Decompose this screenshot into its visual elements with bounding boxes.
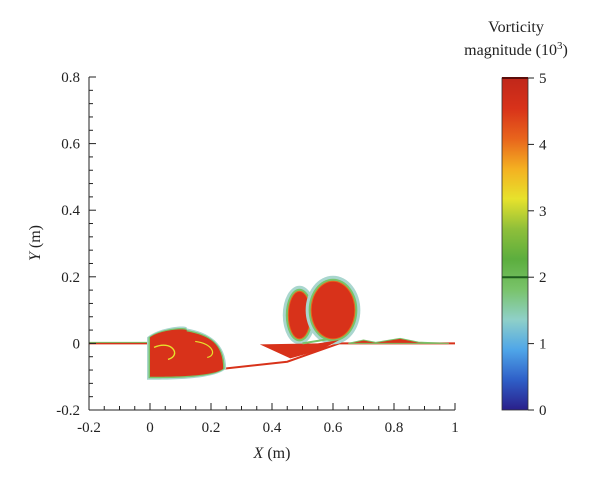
- colorbar-title-line2: magnitude (103): [464, 40, 568, 59]
- vortex-right-pair-core: [311, 281, 355, 339]
- colorbar-tick-label: 2: [539, 270, 547, 286]
- x-tick-label: 0: [146, 420, 154, 436]
- colorbar-tick-label: 5: [539, 71, 547, 87]
- y-tick-label: 0.4: [61, 203, 80, 219]
- colorbar-title-line1: Vorticity: [488, 19, 544, 36]
- vorticity-field: [89, 275, 455, 380]
- colorbar-tick-label: 0: [539, 403, 547, 419]
- vortex-left-pair-core: [288, 291, 311, 339]
- downstream-region-filament: [153, 344, 176, 361]
- y-tick-label: 0.6: [61, 137, 80, 153]
- colorbar-ticks: 0 1 2 3 4 5: [528, 71, 547, 419]
- surface-shear-layer: [348, 337, 449, 344]
- y-tick-label: 0.2: [61, 270, 80, 286]
- x-tick-label: 0.2: [202, 420, 221, 436]
- x-tick-label: 0.4: [263, 420, 282, 436]
- colorbar-tick-label: 4: [539, 137, 547, 153]
- y-tick-label: -0.2: [56, 403, 80, 419]
- colorbar: Vorticity magnitude (103) 0 1 2 3 4 5: [464, 19, 568, 419]
- y-tick-label: 0.8: [61, 70, 80, 86]
- x-tick-label: 1: [451, 420, 459, 436]
- x-tick-label: -0.2: [77, 420, 101, 436]
- y-ticks: -0.2 0 0.2 0.4 0.6 0.8: [56, 70, 96, 419]
- y-axis-title: Y (m): [27, 225, 44, 261]
- colorbar-tick-label: 1: [539, 337, 547, 353]
- ramp-shear-edge: [302, 338, 328, 345]
- downstream-region-core: [150, 329, 224, 377]
- ramp-shear-layer: [259, 340, 340, 359]
- x-tick-label: 0.8: [385, 420, 404, 436]
- downstream-region-filament: [195, 340, 214, 358]
- colorbar-gradient: [501, 77, 529, 411]
- y-tick-label: 0: [73, 336, 81, 352]
- colorbar-tick-label: 3: [539, 204, 547, 220]
- x-tick-label: 0.6: [324, 420, 343, 436]
- x-ticks: -0.2 0 0.2 0.4 0.6 0.8 1: [77, 403, 459, 436]
- plot-area: -0.2 0 0.2 0.4 0.6 0.8 1 -0.2 0 0.2 0.4 0.6 0.8 X (…: [27, 70, 459, 462]
- x-axis-title: X (m): [253, 445, 291, 462]
